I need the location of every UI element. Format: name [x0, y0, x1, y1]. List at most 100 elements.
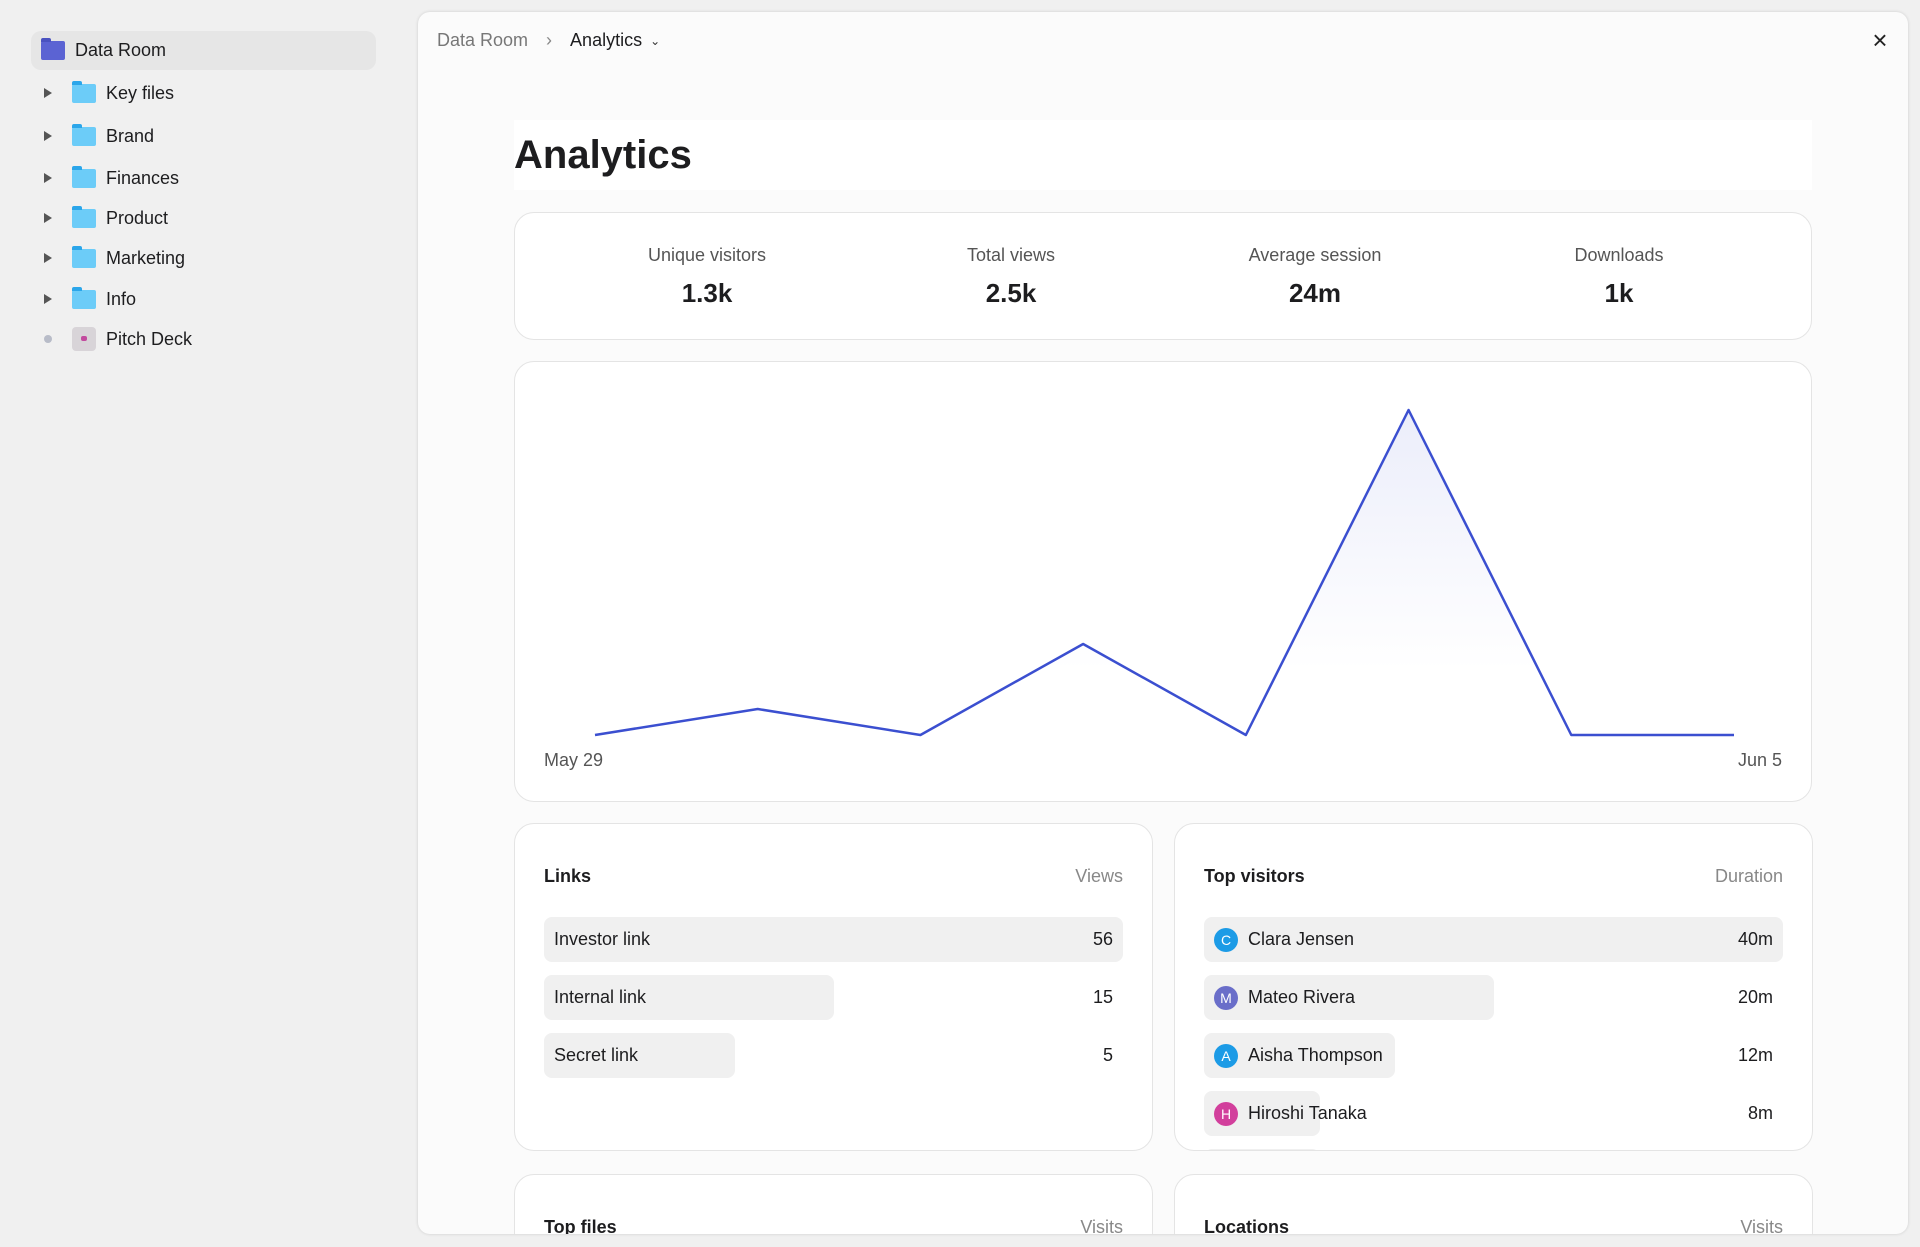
item-value: 8m	[1747, 1103, 1773, 1123]
x-start-label: May 29	[544, 750, 604, 770]
top-files-title: Top files	[544, 1217, 617, 1234]
chart-svg	[594, 408, 1734, 737]
sidebar-item-label: Pitch Deck	[106, 328, 193, 349]
item-label: Hiroshi Tanaka	[1248, 1103, 1367, 1123]
stat-label: Total views	[966, 245, 1056, 265]
item-name: A Aisha Thompson	[1214, 1033, 1383, 1078]
item-value: 5	[1102, 1045, 1113, 1065]
stat-label: Unique visitors	[647, 245, 767, 265]
item-value: 56	[1092, 929, 1113, 949]
visitors-chart: May 29 Jun 5	[514, 361, 1812, 802]
top-files-card: Top files Visits	[514, 1174, 1153, 1234]
list-item[interactable]: C Clara Jensen 40m	[1204, 917, 1783, 962]
list-item[interactable]: Internal link 15	[544, 975, 1123, 1020]
sidebar-item-label: Marketing	[106, 247, 186, 268]
visits-column: Visits	[1080, 1217, 1123, 1234]
chart-area	[595, 410, 1734, 735]
stat-value: 24m	[1288, 278, 1342, 308]
item-label: Clara Jensen	[1248, 929, 1355, 949]
expand-arrow-icon[interactable]	[44, 294, 52, 304]
item-name: Investor link	[554, 917, 650, 962]
avatar: C	[1214, 927, 1238, 952]
top-visitors-card: Top visitors Duration C Clara Jensen 40m M Ma…	[1174, 823, 1813, 1151]
folder-icon	[72, 205, 96, 228]
locations-card: Locations Visits	[1174, 1174, 1813, 1234]
links-card: Links Views Investor link 56 Internal link 1…	[514, 823, 1153, 1151]
avatar: A	[1214, 1043, 1238, 1068]
bar-fill	[1204, 1149, 1320, 1150]
item-value: 20m	[1737, 987, 1773, 1007]
item-label: Secret link	[554, 1045, 639, 1065]
page-title: Analytics	[514, 120, 1812, 190]
sidebar-item-finances[interactable]: Finances	[44, 160, 179, 196]
item-name: Secret link	[554, 1033, 638, 1078]
folder-icon	[72, 123, 96, 146]
stat-unique-visitors: Unique visitors 1.3k	[555, 213, 859, 339]
bar-fill	[1204, 975, 1494, 1020]
views-column: Views	[1075, 866, 1123, 886]
list-item[interactable]: H Hiroshi Tanaka 8m	[1204, 1091, 1783, 1136]
chevron-down-icon[interactable]: ⌄	[650, 33, 661, 48]
item-label: Aisha Thompson	[1248, 1045, 1383, 1065]
stat-total-views: Total views 2.5k	[859, 213, 1163, 339]
sidebar-item-label: Key files	[106, 82, 175, 103]
list-item[interactable]: M Mateo Rivera 20m	[1204, 975, 1783, 1020]
bar-fill	[1204, 917, 1783, 962]
item-name: C Clara Jensen	[1214, 917, 1354, 962]
expand-arrow-icon[interactable]	[44, 88, 52, 98]
item-name: Internal link	[554, 975, 646, 1020]
visitors-title: Top visitors	[1204, 866, 1305, 886]
breadcrumb-data-room[interactable]: Data Room	[437, 30, 529, 50]
list-item[interactable]: Secret link 5	[544, 1033, 1123, 1078]
links-title: Links	[544, 866, 592, 886]
list-item[interactable]	[1204, 1149, 1783, 1150]
x-end-label: Jun 5	[1737, 750, 1782, 770]
sidebar-item-pitch-deck[interactable]: Pitch Deck	[44, 321, 192, 357]
locations-title: Locations	[1204, 1217, 1290, 1234]
stat-downloads: Downloads 1k	[1467, 213, 1771, 339]
item-value: 15	[1092, 987, 1113, 1007]
avatar: H	[1214, 1101, 1238, 1126]
item-value: 40m	[1737, 929, 1773, 949]
bar-fill	[544, 1033, 736, 1078]
sidebar-item-brand[interactable]: Brand	[44, 118, 154, 154]
sidebar-item-label: Product	[106, 207, 169, 228]
stat-average-session: Average session 24m	[1163, 213, 1467, 339]
analytics-panel: Data Room › Analytics ⌄ × Analytics Uniq…	[418, 12, 1908, 1234]
item-label: Internal link	[554, 987, 647, 1007]
breadcrumb: Data Room › Analytics ⌄	[437, 30, 660, 51]
item-label: Mateo Rivera	[1248, 987, 1356, 1007]
list-item[interactable]: Investor link 56	[544, 917, 1123, 962]
expand-arrow-icon[interactable]	[44, 173, 52, 183]
sidebar-item-data-room[interactable]: Data Room	[31, 31, 376, 70]
item-name: H Hiroshi Tanaka	[1214, 1091, 1367, 1136]
sidebar-item-info[interactable]: Info	[44, 281, 136, 317]
item-value: 12m	[1737, 1045, 1773, 1065]
stat-value: 2.5k	[985, 278, 1037, 308]
breadcrumb-analytics[interactable]: Analytics	[570, 30, 643, 50]
list-item[interactable]: A Aisha Thompson 12m	[1204, 1033, 1783, 1078]
bar-fill	[544, 917, 1123, 962]
chevron-right-icon: ›	[546, 30, 553, 50]
stat-label: Downloads	[1574, 245, 1664, 265]
sidebar-item-label: Info	[106, 288, 137, 309]
expand-arrow-icon[interactable]	[44, 253, 52, 263]
visits-column: Visits	[1740, 1217, 1783, 1234]
sidebar-item-key-files[interactable]: Key files	[44, 75, 174, 111]
duration-column: Duration	[1714, 866, 1783, 886]
sidebar-item-marketing[interactable]: Marketing	[44, 240, 185, 276]
expand-arrow-icon[interactable]	[44, 131, 52, 141]
sidebar-item-product[interactable]: Product	[44, 200, 168, 236]
item-label: Investor link	[554, 929, 651, 949]
stat-value: 1.3k	[681, 278, 733, 308]
sidebar-item-label: Data Room	[75, 40, 167, 60]
folder-icon	[72, 286, 96, 309]
folder-icon	[72, 165, 96, 188]
close-icon[interactable]: ×	[1872, 25, 1888, 55]
folder-icon	[41, 38, 65, 60]
expand-arrow-icon[interactable]	[44, 213, 52, 223]
item-name: M Mateo Rivera	[1214, 975, 1355, 1020]
stats-card: Unique visitors 1.3k Total views 2.5k Averag…	[514, 212, 1812, 340]
stat-label: Average session	[1248, 245, 1382, 265]
folder-icon	[72, 245, 96, 268]
